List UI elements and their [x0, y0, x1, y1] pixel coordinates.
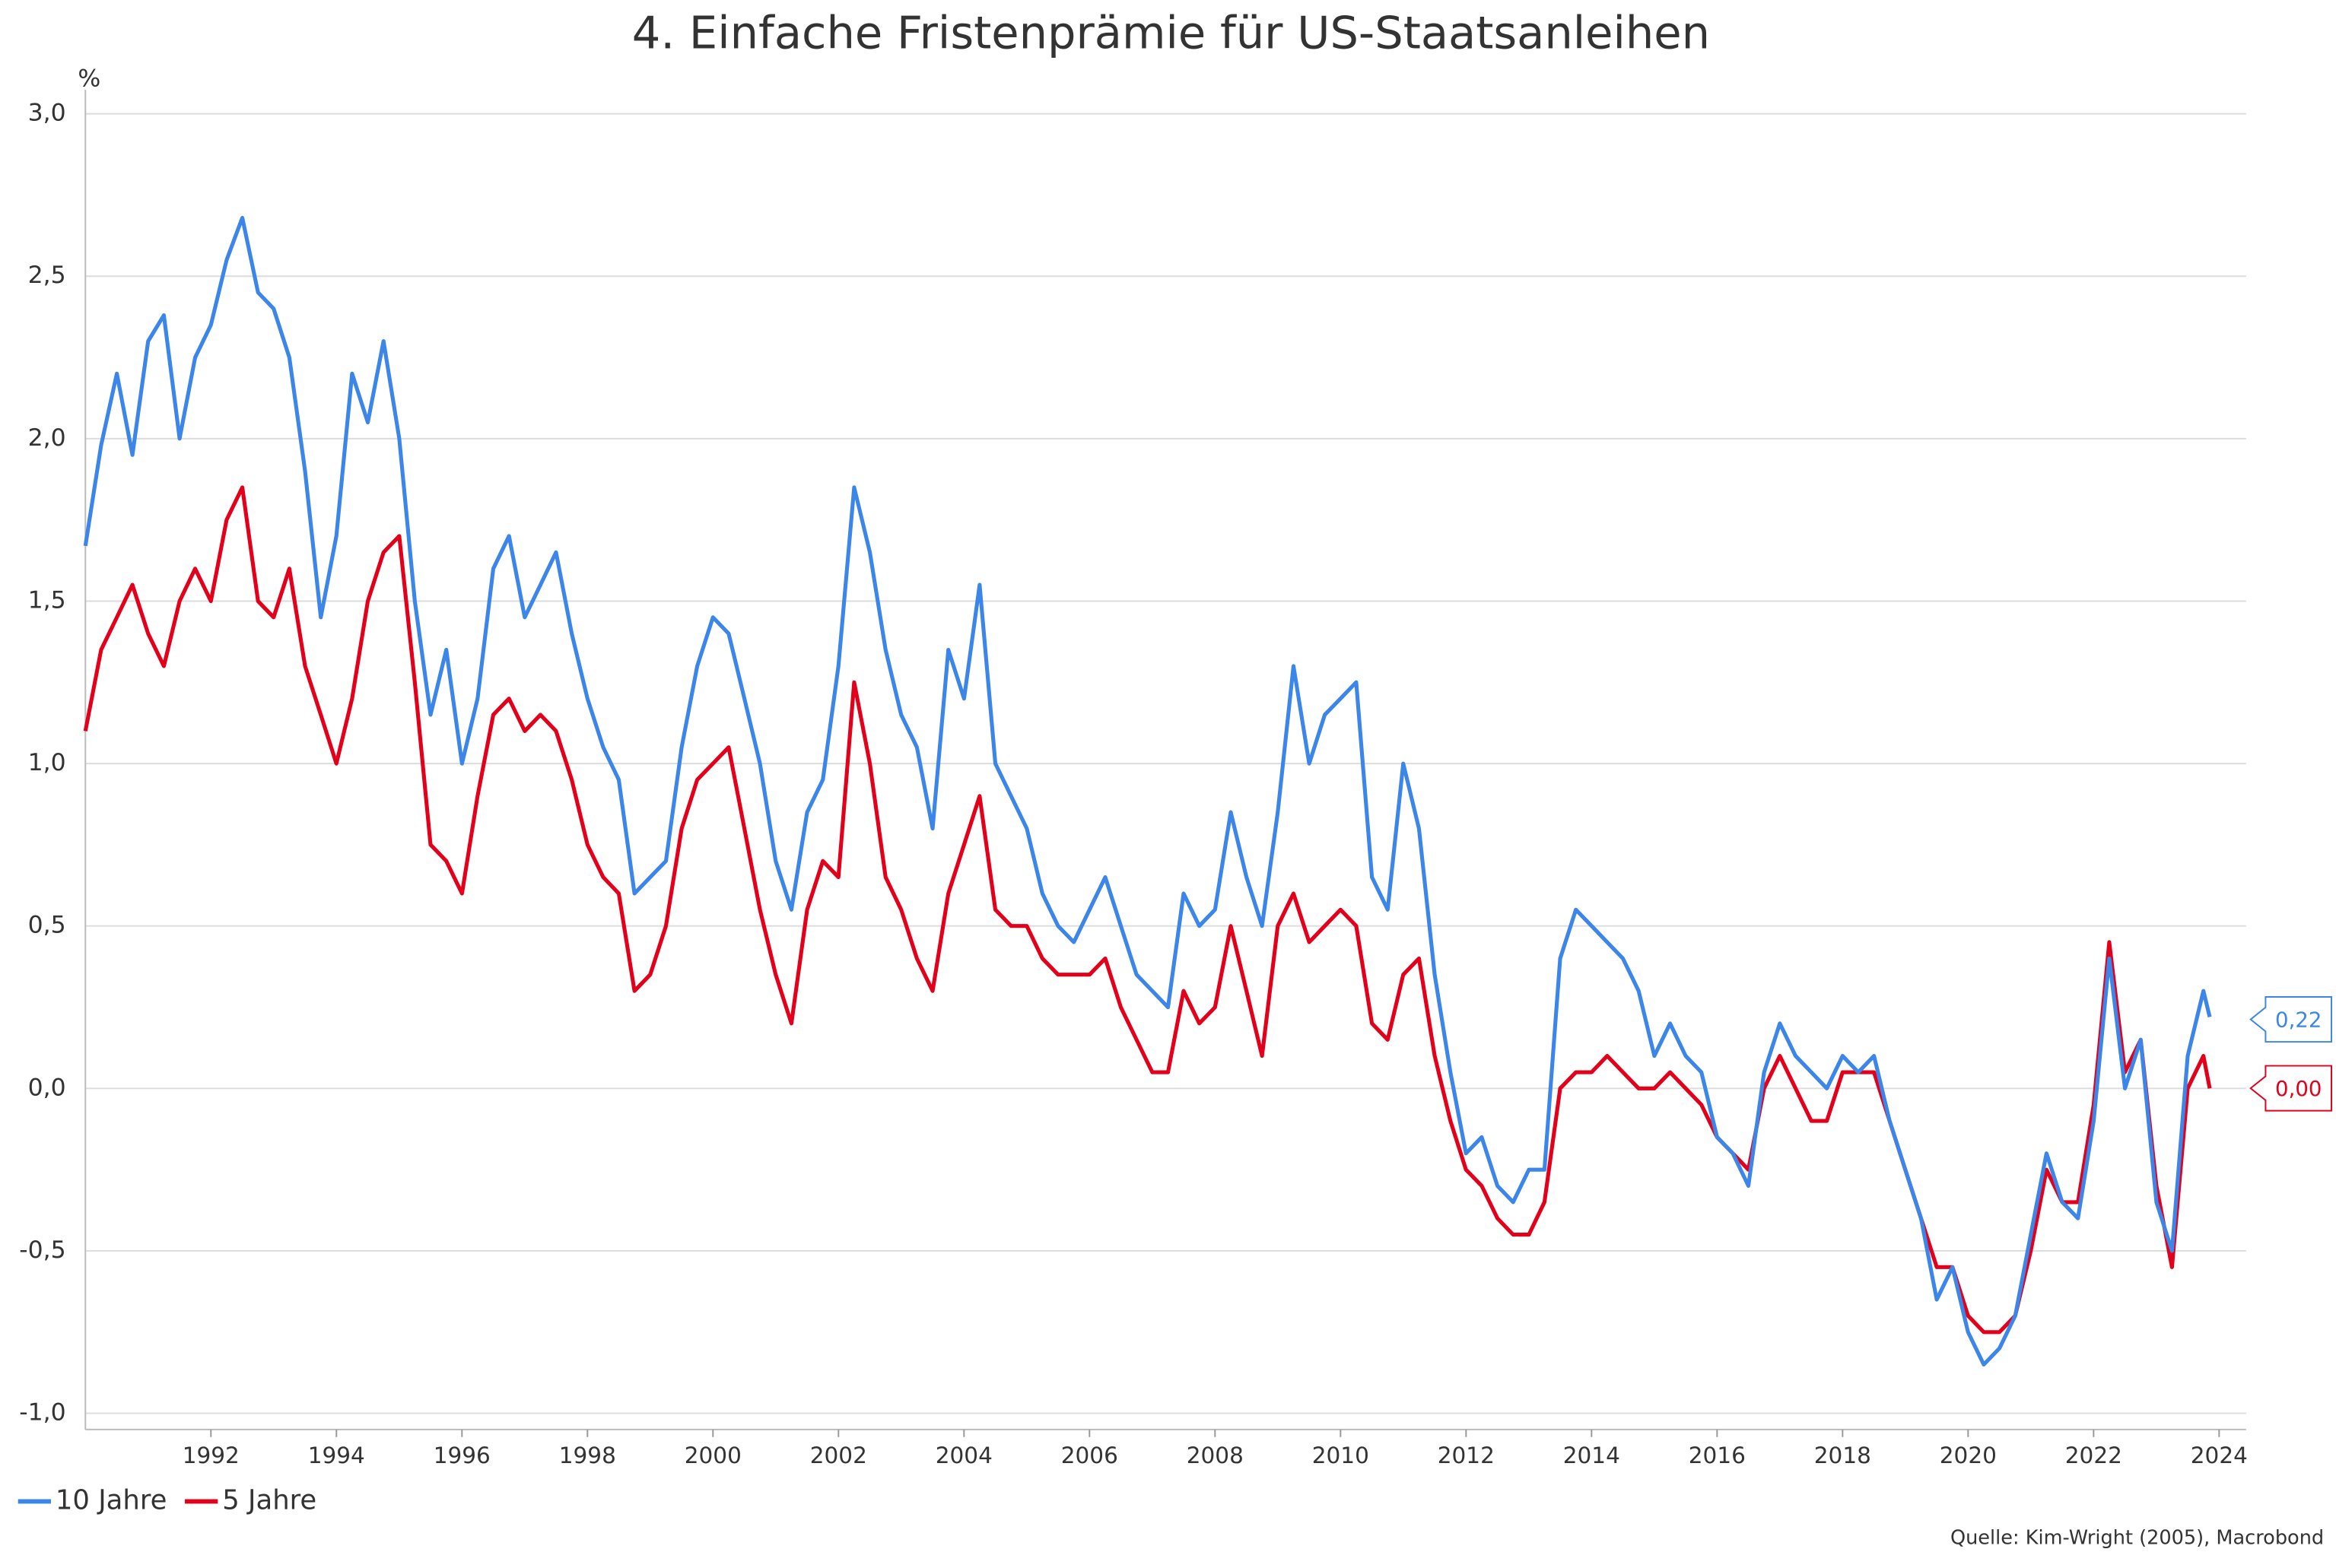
line-series — [83, 485, 2212, 1335]
source-note: Quelle: Kim-Wright (2005), Macrobond — [1950, 1527, 2324, 1550]
x-tick-label: 2022 — [2065, 1443, 2122, 1468]
y-tick-label: 0,0 — [28, 1074, 66, 1101]
x-tick-label: 1996 — [434, 1443, 491, 1468]
x-tick-label: 2006 — [1061, 1443, 1118, 1468]
y-tick-label: -1,0 — [19, 1399, 65, 1427]
y-tick-label: 3,0 — [28, 100, 66, 127]
legend-label: 10 Jahre — [56, 1484, 167, 1516]
legend-label: 5 Jahre — [222, 1484, 316, 1516]
line-series — [83, 215, 2212, 1367]
chart-title: 4. Einfache Fristenprämie für US-Staatsa… — [632, 6, 1710, 59]
end-label: 0,00 — [2249, 1065, 2333, 1112]
x-tick-label: 2004 — [936, 1443, 993, 1468]
end-label: 0,22 — [2249, 996, 2333, 1043]
y-tick-label: -0,5 — [19, 1236, 65, 1264]
y-tick-label: 2,0 — [28, 424, 66, 452]
x-tick-label: 2024 — [2191, 1443, 2248, 1468]
x-tick-label: 1998 — [559, 1443, 616, 1468]
x-tick-label: 2002 — [810, 1443, 867, 1468]
x-tick-label: 2000 — [685, 1443, 742, 1468]
x-tick-label: 2008 — [1187, 1443, 1244, 1468]
y-tick-label: 1,0 — [28, 749, 66, 776]
end-label-text: 0,22 — [2275, 1008, 2322, 1033]
y-tick-label: 1,5 — [28, 586, 66, 614]
end-label-box — [2249, 996, 2333, 1043]
x-tick-label: 2010 — [1312, 1443, 1369, 1468]
end-label-text: 0,00 — [2275, 1077, 2322, 1101]
y-tick-label: 2,5 — [28, 262, 66, 289]
x-tick-label: 2014 — [1563, 1443, 1620, 1468]
x-tick-label: 2012 — [1438, 1443, 1495, 1468]
x-tick-label: 2016 — [1689, 1443, 1746, 1468]
end-label-box — [2249, 1065, 2333, 1112]
x-tick-label: 1994 — [308, 1443, 365, 1468]
x-tick-label: 2018 — [1814, 1443, 1871, 1468]
x-tick-label: 2020 — [1940, 1443, 1997, 1468]
y-axis-unit: % — [78, 65, 100, 92]
y-tick-label: 0,5 — [28, 912, 66, 939]
x-tick-label: 1992 — [183, 1443, 240, 1468]
